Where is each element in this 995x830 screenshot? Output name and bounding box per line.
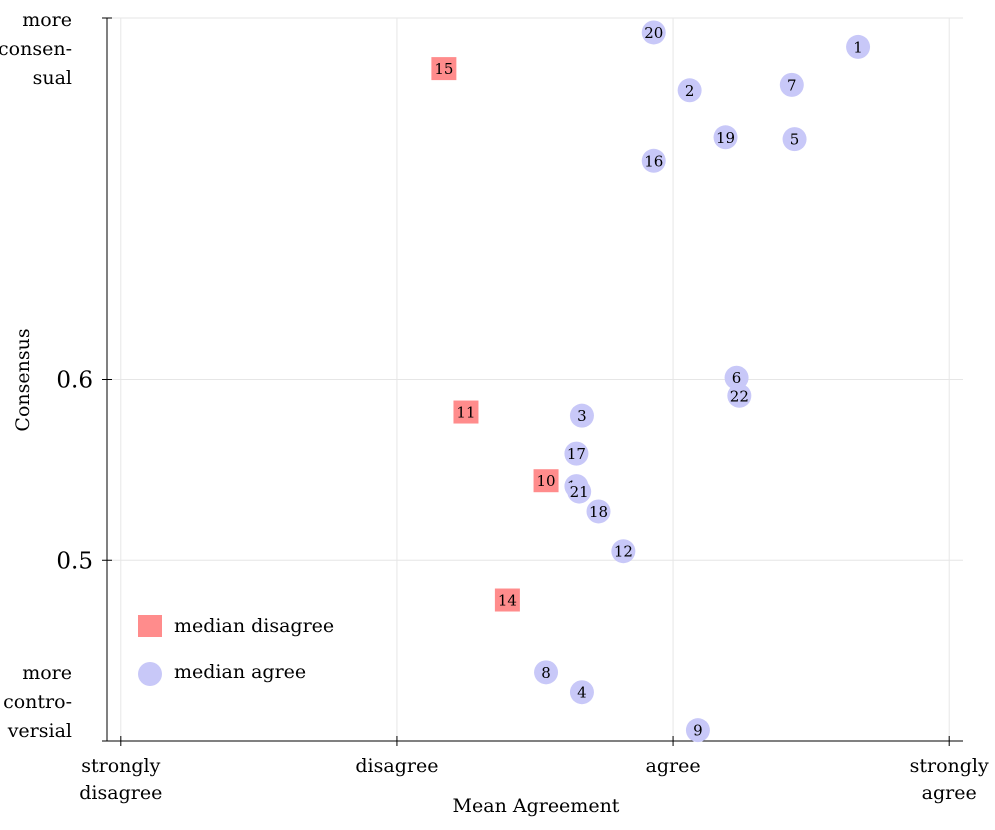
point-marker-circle [611,539,636,564]
series-median-disagree: 15 11 10 14 [431,57,559,612]
y-extreme-label-line: sual [33,67,72,89]
point-marker-circle [564,441,589,466]
y-extreme-label-line: more [22,9,72,31]
point-1: 1 [846,34,871,59]
point-marker-circle [846,34,871,59]
point-label: 14 [498,592,517,610]
point-label: 12 [614,543,633,561]
point-16: 16 [641,148,666,173]
point-2: 2 [677,78,702,103]
point-marker-circle [586,499,611,524]
point-label: 17 [567,445,586,463]
x-tick-label-agree: agree [646,755,701,777]
point-marker-circle [567,479,592,504]
point-17: 17 [564,441,589,466]
x-tick-label-line: agree [922,782,977,804]
y-extreme-label-bottom: more contro-versial [3,662,72,742]
point-label: 2 [685,82,695,100]
point-21: 21 [567,479,592,504]
point-marker-square [533,469,559,493]
point-12: 12 [611,539,636,564]
point-marker-circle [677,78,702,103]
point-label: 4 [577,684,587,702]
point-label: 21 [570,483,589,501]
point-9: 9 [685,718,710,743]
point-11: 11 [453,400,479,424]
point-marker-circle [779,72,804,97]
legend-item-median-agree: median agree [138,661,306,686]
point-4: 4 [569,680,594,705]
point-3: 3 [569,403,594,428]
point-19: 19 [713,125,738,150]
legend: median disagree median agree [138,615,334,686]
point-20: 20 [641,20,666,45]
y-extreme-labels: more consen-sual more contro-versial [0,9,72,742]
series-median-agree: 201721951662231713211812849 [534,20,871,743]
point-marker-square [494,588,520,612]
point-label: 9 [693,722,703,740]
point-18: 18 [586,499,611,524]
point-label: 5 [790,131,800,149]
y-extreme-label-top: more consen-sual [0,9,72,89]
point-label: 6 [732,369,742,387]
point-marker-circle [641,20,666,45]
point-10: 10 [533,469,559,493]
x-axis-title: Mean Agreement [453,795,620,817]
point-marker-circle [713,125,738,150]
point-label: 8 [541,664,551,682]
x-tick-label-line: disagree [355,755,438,777]
data-points: 15111014201721951662231713211812849 [431,20,871,743]
x-tick-label-line: agree [646,755,701,777]
y-extreme-label-line: versial [7,720,72,742]
point-marker-circle [724,365,749,390]
point-22: 22 [727,383,752,408]
legend-swatch-circle [138,662,162,686]
point-marker-square [431,57,457,81]
point-label: 20 [644,24,663,42]
x-tick-label-strongly-disagree: strongly disagree [79,755,162,804]
point-marker-circle [569,680,594,705]
x-tick-label-line: strongly [910,755,989,777]
point-marker-circle [534,660,559,685]
point-marker-circle [685,718,710,743]
x-ticks: strongly disagree disagree agree strongly agr… [79,736,989,804]
point-label: 22 [730,387,749,405]
point-label: 7 [787,76,797,94]
point-8: 8 [534,660,559,685]
point-marker-circle [727,383,752,408]
y-extreme-label-line: more [22,662,72,684]
point-7: 7 [779,72,804,97]
x-tick-label-disagree: disagree [355,755,438,777]
y-axis-title: Consensus [12,328,34,431]
y-tick-label-0-6: 0.6 [56,368,93,394]
point-label: 10 [536,472,555,490]
y-extreme-label-line: contro- [3,691,72,713]
point-marker-circle [569,403,594,428]
x-tick-label-line: strongly [81,755,160,777]
legend-label: median agree [174,661,306,683]
point-6: 6 [724,365,749,390]
point-label: 18 [589,503,608,521]
point-14: 14 [494,588,520,612]
point-marker-circle [782,127,807,152]
legend-label: median disagree [174,615,334,637]
point-label: 19 [716,129,735,147]
point-label: 16 [644,152,663,170]
point-15: 15 [431,57,457,81]
point-marker-circle [641,148,666,173]
y-ticks: 0.5 0.6 [56,17,112,742]
point-marker-square [453,400,479,424]
point-label: 15 [434,60,453,78]
point-5: 5 [782,127,807,152]
y-extreme-label-line: consen- [0,38,72,60]
point-label: 3 [577,407,587,425]
y-tick-label-0-5: 0.5 [56,548,93,574]
x-tick-label-strongly-agree: strongly agree [910,755,989,804]
point-label: 1 [853,38,863,56]
legend-item-median-disagree: median disagree [138,615,334,637]
x-tick-label-line: disagree [79,782,162,804]
legend-swatch-square [138,615,162,637]
point-label: 11 [456,404,475,422]
